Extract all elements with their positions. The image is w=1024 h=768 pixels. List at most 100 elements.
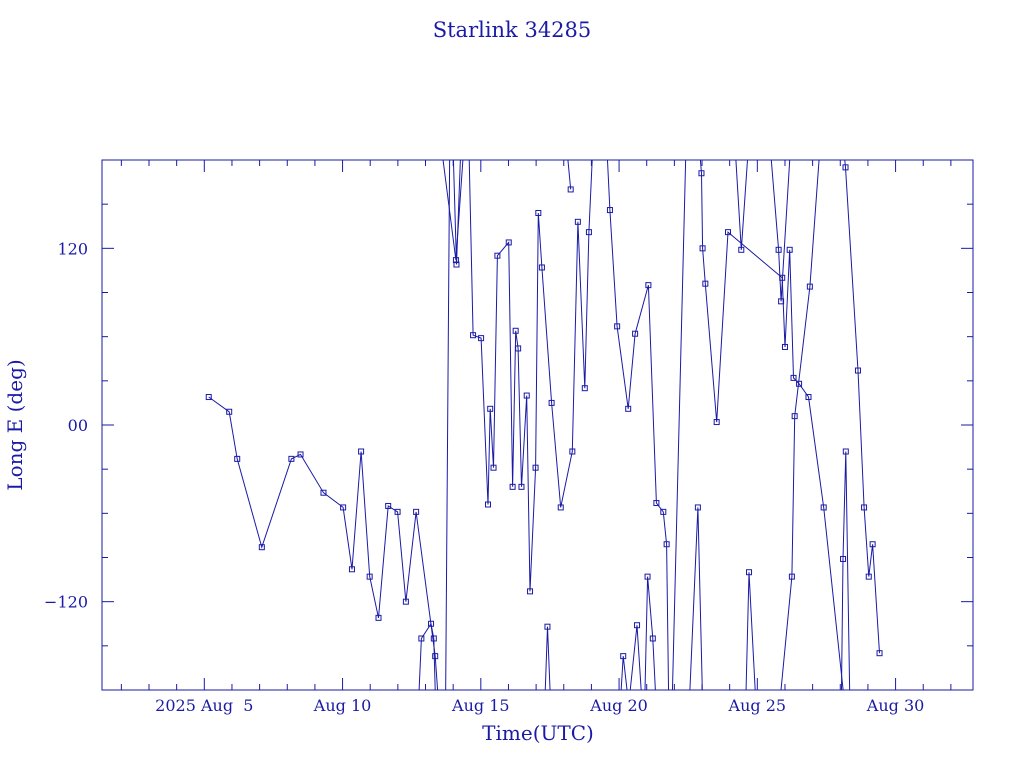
data-point — [820, 504, 827, 511]
x-tick-label: 2025 Aug 5 — [155, 696, 253, 715]
data-point — [644, 573, 651, 580]
plot-frame — [101, 159, 974, 691]
series-line — [418, 622, 436, 690]
data-point — [625, 405, 632, 412]
y-tick-label: 120 — [57, 239, 88, 258]
series-line — [208, 160, 844, 690]
data-point — [790, 374, 797, 381]
y-tick-label: 00 — [68, 416, 88, 435]
series-line — [442, 160, 464, 261]
data-point — [746, 569, 753, 576]
data-point — [532, 464, 539, 471]
x-axis-label: Time(UTC) — [482, 721, 594, 745]
data-point — [544, 623, 551, 630]
data-point — [620, 653, 627, 660]
data-point — [453, 261, 460, 268]
x-tick-label: Aug 15 — [451, 696, 510, 715]
data-point — [428, 620, 435, 627]
data-point — [523, 392, 530, 399]
data-point — [366, 573, 373, 580]
tick-labels: 2025 Aug 5 Aug 10 Aug 15 Aug 20 Aug 25 Aug 30… — [44, 239, 924, 715]
data-point — [358, 448, 365, 455]
data-point — [649, 635, 656, 642]
data-point — [490, 464, 497, 471]
data-point — [725, 229, 732, 236]
data-point — [297, 451, 304, 458]
series-line — [620, 576, 656, 690]
data-point — [788, 573, 795, 580]
series-line — [840, 451, 851, 690]
data-point — [320, 489, 327, 496]
data-point — [805, 394, 812, 401]
x-tick-label: Aug 30 — [866, 696, 925, 715]
data-point — [288, 455, 295, 462]
data-point — [781, 343, 788, 350]
data-point — [470, 332, 477, 339]
x-tick-label: Aug 25 — [728, 696, 787, 715]
data-point — [806, 283, 813, 290]
data-point — [574, 218, 581, 225]
data-point — [394, 508, 401, 515]
data-point — [430, 635, 437, 642]
data-point — [487, 405, 494, 412]
data-point — [348, 566, 355, 573]
series-line — [544, 626, 551, 690]
data-series — [205, 160, 883, 690]
data-point — [569, 448, 576, 455]
data-point — [402, 598, 409, 605]
data-point — [485, 501, 492, 508]
data-point — [778, 298, 785, 305]
data-point — [632, 330, 639, 337]
x-tick-label: Aug 20 — [589, 696, 648, 715]
data-point — [738, 246, 745, 253]
series-line — [770, 160, 791, 302]
chart-title: Starlink 34285 — [433, 18, 592, 42]
data-point — [509, 483, 516, 490]
data-point — [340, 504, 347, 511]
data-point — [413, 508, 420, 515]
axis-ticks — [102, 160, 973, 690]
series-line — [780, 160, 820, 690]
data-point — [205, 394, 212, 401]
data-point — [258, 544, 265, 551]
data-point — [375, 614, 382, 621]
y-axis-label: Long E (deg) — [3, 359, 27, 490]
series-line — [844, 160, 880, 654]
data-point — [567, 186, 574, 193]
data-point — [713, 419, 720, 426]
data-point — [585, 229, 592, 236]
data-point — [518, 483, 525, 490]
data-point — [694, 504, 701, 511]
data-point — [385, 502, 392, 509]
y-tick-label: −120 — [44, 593, 88, 612]
data-point — [663, 541, 670, 548]
data-point — [702, 280, 709, 287]
data-point — [869, 541, 876, 548]
series-line — [745, 572, 756, 690]
data-point — [786, 246, 793, 253]
data-point — [512, 327, 519, 334]
data-point — [842, 448, 849, 455]
data-point — [535, 210, 542, 216]
series-line — [567, 160, 572, 190]
series-line — [689, 507, 703, 690]
data-point — [614, 323, 621, 330]
data-point — [775, 246, 782, 253]
data-point — [515, 345, 522, 352]
data-point — [699, 245, 706, 252]
series-line — [735, 160, 748, 250]
data-point — [660, 508, 667, 515]
data-point — [226, 408, 233, 415]
data-point — [478, 335, 485, 342]
data-point — [234, 455, 241, 462]
data-point — [698, 170, 705, 177]
data-point — [452, 257, 459, 264]
x-tick-label: Aug 10 — [313, 696, 372, 715]
data-point — [791, 413, 798, 420]
data-point — [505, 239, 512, 246]
data-point — [865, 573, 872, 580]
data-point — [842, 164, 849, 171]
data-point — [854, 367, 861, 374]
data-point — [581, 385, 588, 392]
